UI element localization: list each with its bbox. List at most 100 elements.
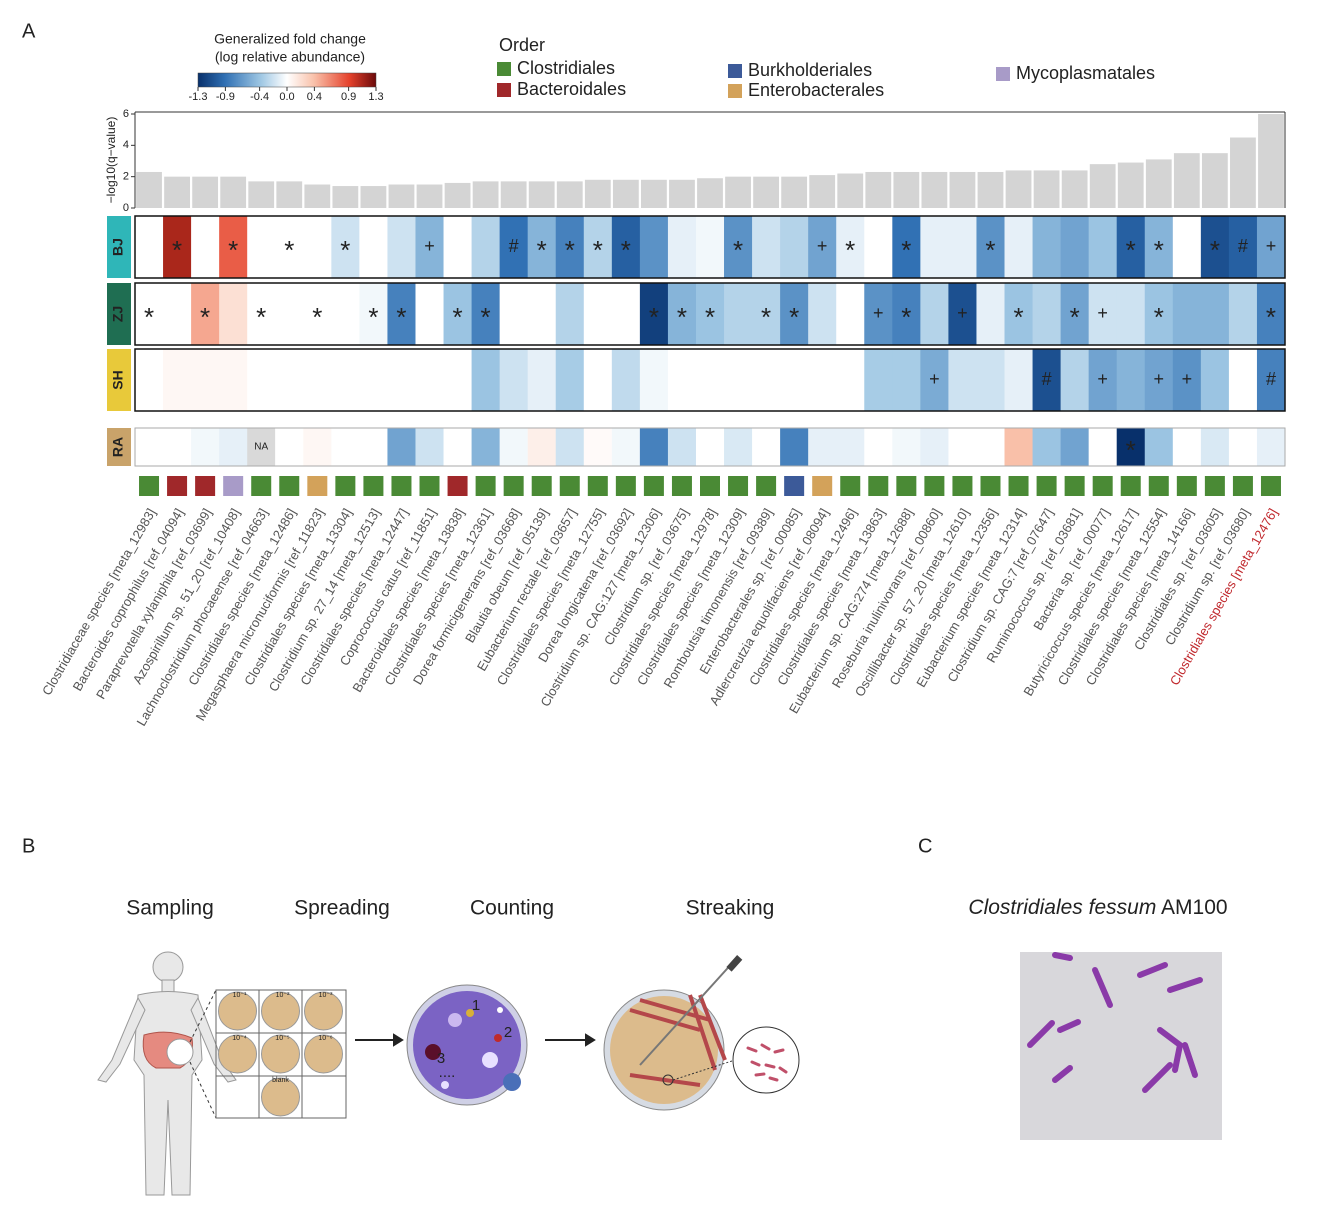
significance-mark: * <box>1154 235 1164 265</box>
heatmap-cell <box>359 216 388 278</box>
order-square <box>1092 476 1113 496</box>
heatmap-cell <box>499 428 529 466</box>
order-square <box>1232 476 1253 496</box>
heatmap-cell <box>135 216 164 278</box>
bar <box>612 179 639 208</box>
heatmap-cell <box>1200 428 1230 466</box>
order-square <box>812 476 833 496</box>
heatmap-cell <box>667 428 697 466</box>
heatmap-cell <box>864 283 893 345</box>
significance-mark: + <box>817 236 828 256</box>
y-tick-label: 0 <box>123 202 129 214</box>
bar <box>921 171 948 208</box>
heatmap-cell <box>527 349 557 411</box>
micrograph-title: Clostridiales fessum AM100 <box>968 896 1227 919</box>
significance-mark: + <box>1097 303 1108 323</box>
heatmap-cell <box>387 428 416 466</box>
blank-label: blank <box>272 1077 289 1084</box>
heatmap-cell <box>191 283 220 345</box>
heatmap-cell <box>724 349 753 411</box>
heatmap-cell <box>443 283 473 345</box>
heatmap-cell <box>864 349 893 411</box>
significance-mark: * <box>733 235 743 265</box>
significance-mark: * <box>1210 235 1220 265</box>
heatmap-cell <box>1088 349 1118 411</box>
significance-mark: * <box>565 235 575 265</box>
heatmap-cell <box>1060 283 1090 345</box>
bar <box>388 184 415 208</box>
heatmap-cell <box>219 428 248 466</box>
bar <box>949 171 976 208</box>
heatmap-cell <box>892 349 921 411</box>
heatmap-cell <box>1032 428 1062 466</box>
colony-label: 2 <box>504 1024 512 1041</box>
bar <box>444 182 471 208</box>
heatmap-cell <box>1032 349 1062 411</box>
significance-mark: * <box>228 235 238 265</box>
panel-label: B <box>22 835 35 857</box>
significance-mark: * <box>396 302 406 332</box>
heatmap-cell <box>135 349 164 411</box>
bar <box>781 176 808 208</box>
order-square <box>475 476 496 496</box>
heatmap-cell <box>724 216 753 278</box>
step-label: Counting <box>470 897 554 920</box>
significance-mark: # <box>1266 369 1276 389</box>
heatmap-cell <box>1004 349 1034 411</box>
order-square <box>868 476 889 496</box>
bar <box>304 184 331 208</box>
row-frame <box>134 427 1286 467</box>
heatmap-cell <box>780 349 809 411</box>
heatmap-cell <box>1256 216 1286 278</box>
heatmap-cell <box>639 428 669 466</box>
colony-label: 1 <box>472 997 480 1014</box>
heatmap-cell <box>1172 216 1202 278</box>
significance-mark: * <box>901 302 911 332</box>
significance-mark: * <box>368 302 378 332</box>
legend-label: Clostridiales <box>517 58 615 78</box>
bar <box>1033 170 1060 208</box>
heatmap-cell <box>387 283 416 345</box>
significance-mark: * <box>284 235 294 265</box>
heatmap-cell <box>219 283 248 345</box>
heatmap-cell <box>275 283 304 345</box>
significance-mark: * <box>312 302 322 332</box>
heatmap-cell <box>555 428 585 466</box>
dilution-label: 10⁻² <box>276 992 290 999</box>
heatmap-cell <box>275 349 304 411</box>
step-label: Spreading <box>294 897 390 920</box>
bar <box>136 171 162 208</box>
heatmap-cell <box>191 349 220 411</box>
bar <box>1089 164 1116 208</box>
heatmap-cell <box>667 283 697 345</box>
bar <box>472 181 499 208</box>
bar <box>809 175 836 208</box>
significance-mark: + <box>873 303 884 323</box>
order-square <box>391 476 412 496</box>
bar <box>753 176 779 208</box>
legend-swatch <box>728 64 742 78</box>
arrows <box>355 1033 596 1047</box>
row-label: BJ <box>110 238 126 256</box>
heatmap-cell <box>331 349 360 411</box>
heatmap-cell <box>443 349 473 411</box>
colorbar-title: Generalized fold change <box>214 31 366 47</box>
significance-mark: * <box>705 302 715 332</box>
y-tick-label: 2 <box>123 171 129 183</box>
dilution-label: 10⁻⁶ <box>318 1035 332 1042</box>
significance-mark: * <box>1154 302 1164 332</box>
bar <box>1117 162 1144 208</box>
na-label: NA <box>254 442 268 453</box>
heatmap-cell <box>583 216 613 278</box>
order-square <box>1064 476 1085 496</box>
colony-label: 3 <box>437 1050 445 1067</box>
order-square <box>307 476 328 496</box>
dish <box>304 1034 343 1074</box>
bar <box>669 179 695 208</box>
panel-label: A <box>22 20 36 42</box>
spreading-grid <box>215 989 347 1119</box>
heatmap-cell <box>247 349 276 411</box>
heatmap-cell <box>443 428 473 466</box>
heatmap-cell <box>387 349 416 411</box>
